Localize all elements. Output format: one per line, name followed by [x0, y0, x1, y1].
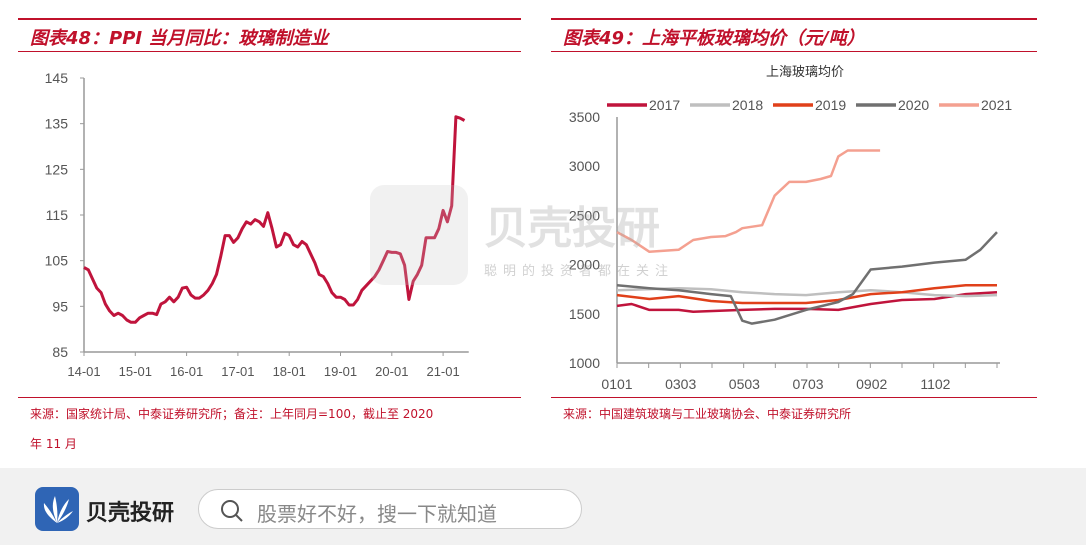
chart-subtitle: 上海玻璃均价 — [766, 64, 844, 79]
y-tick-label: 135 — [45, 116, 69, 132]
source-rule — [18, 397, 521, 398]
series-line-2018 — [616, 286, 998, 298]
legend-label-2017: 2017 — [649, 97, 680, 113]
title-rule-bottom — [18, 51, 521, 52]
y-tick-label: 2500 — [569, 207, 600, 223]
series-line-2020 — [616, 231, 998, 325]
y-tick-label: 1000 — [569, 355, 600, 371]
x-tick-label: 0503 — [729, 376, 760, 392]
brand-name: 贝壳投研 — [86, 501, 175, 526]
x-tick-label: 17-01 — [221, 364, 254, 379]
chart49-title: 图表49：上海平板玻璃均价（元/吨） — [563, 28, 865, 49]
y-tick-label: 95 — [52, 298, 68, 314]
x-tick-label: 0703 — [792, 376, 823, 392]
x-tick-label: 1102 — [920, 376, 950, 392]
legend-label-2020: 2020 — [898, 97, 929, 113]
chart48-title: 图表48：PPI 当月同比：玻璃制造业 — [30, 28, 329, 49]
watermark-logo — [370, 185, 468, 285]
x-tick-label: 18-01 — [273, 364, 306, 379]
y-tick-label: 2000 — [569, 257, 600, 273]
y-tick-label: 115 — [46, 207, 69, 223]
x-tick-label: 0902 — [856, 376, 887, 392]
x-tick-label: 21-01 — [426, 364, 459, 379]
x-tick-label: 0303 — [665, 376, 696, 392]
title-rule-top — [18, 18, 521, 20]
watermark-slogan: 聪明的投资者都在关注 — [484, 264, 675, 279]
brand-logo-icon[interactable] — [35, 487, 79, 531]
legend-label-2018: 2018 — [732, 97, 763, 113]
search-icon — [221, 500, 243, 522]
search-placeholder: 股票好不好，搜一下就知道 — [257, 502, 497, 526]
y-tick-label: 85 — [52, 344, 68, 360]
chart49-plot: 上海玻璃均价 2017 2018 2019 2020 2021 1000 1500 2000 25… — [569, 64, 1013, 392]
watermark-brand: 贝壳投研 — [484, 203, 660, 254]
x-tick-label: 15-01 — [119, 364, 152, 379]
y-tick-label: 125 — [45, 161, 69, 177]
search-input[interactable]: 股票好不好，搜一下就知道 — [198, 489, 582, 529]
y-tick-label: 3000 — [569, 158, 600, 174]
chart48-plot: 85 95 105 115 125 135 145 14-01 15-01 16-01 17-01 1… — [45, 70, 469, 379]
x-tick-label: 19-01 — [324, 364, 357, 379]
chart48-source: 来源：国家统计局、中泰证券研究所；备注：上年同月=100，截止至 2020 — [30, 407, 434, 421]
x-tick-label: 20-01 — [375, 364, 408, 379]
ppi-series-line — [83, 115, 466, 324]
chart49-source: 来源：中国建筑玻璃与工业玻璃协会、中泰证券研究所 — [563, 407, 852, 421]
source-rule-2 — [551, 397, 1037, 398]
title-rule-top-2 — [551, 18, 1037, 20]
legend-label-2019: 2019 — [815, 97, 846, 113]
title-rule-bottom-2 — [551, 51, 1037, 52]
x-tick-label: 0101 — [601, 376, 632, 392]
chart48-source-line2: 年 11 月 — [30, 437, 77, 451]
legend-label-2021: 2021 — [981, 97, 1012, 113]
bottom-bar: 贝壳投研 股票好不好，搜一下就知道 — [0, 468, 1086, 545]
y-tick-label: 3500 — [569, 109, 600, 125]
series-line-2019 — [616, 284, 997, 305]
y-tick-label: 105 — [45, 253, 69, 269]
x-tick-label: 14-01 — [67, 364, 100, 379]
y-tick-label: 1500 — [569, 306, 600, 322]
x-tick-label: 16-01 — [170, 364, 203, 379]
series-line-2017 — [616, 290, 998, 314]
y-tick-label: 145 — [45, 70, 69, 86]
series-line-2021 — [616, 149, 881, 254]
